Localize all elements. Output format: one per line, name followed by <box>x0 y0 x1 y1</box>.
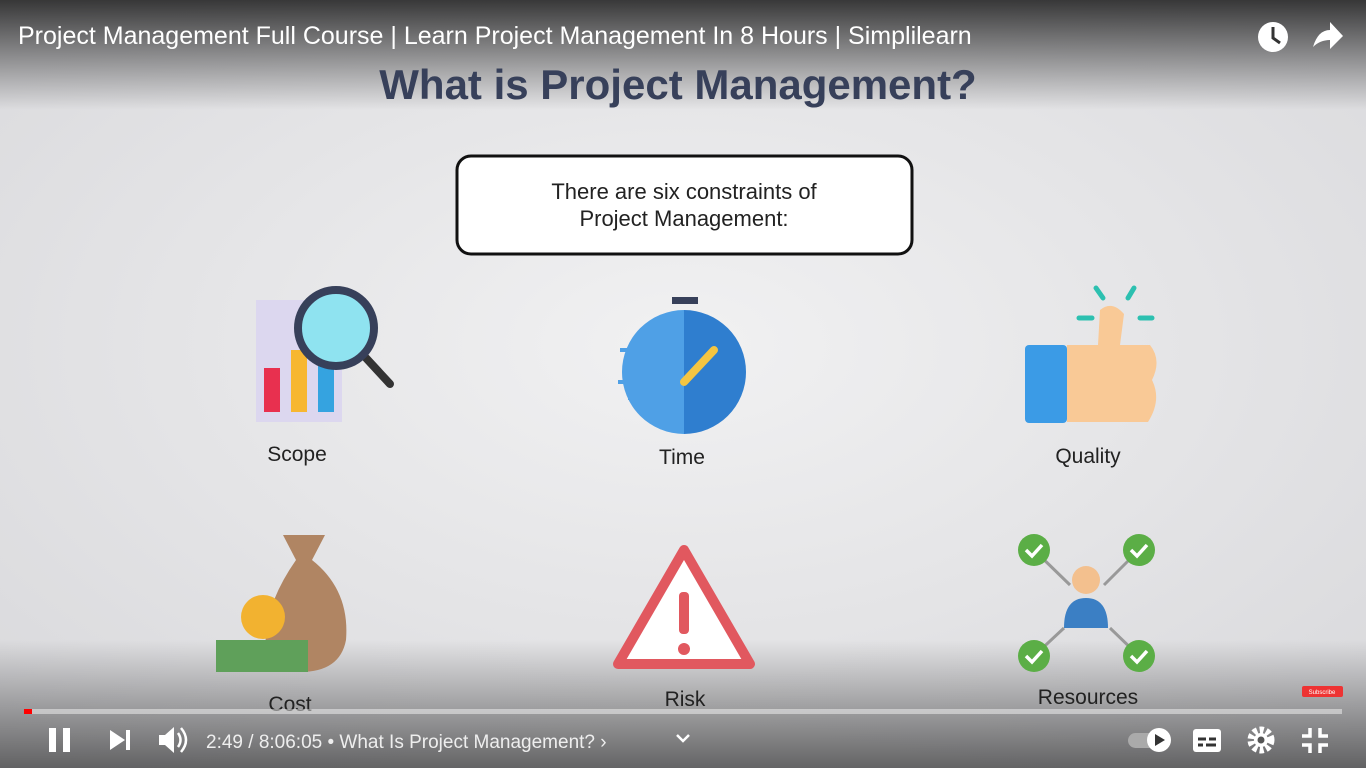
slide-heading: What is Project Management? <box>379 61 976 108</box>
subtitles-button[interactable] <box>1193 729 1221 752</box>
callout-line: There are six constraints of <box>551 179 817 204</box>
callout-line: Project Management: <box>579 206 788 231</box>
time-and-chapter[interactable]: 2:49 / 8:06:05 • What Is Project Managem… <box>206 732 607 753</box>
share-button[interactable] <box>1313 22 1343 49</box>
video-title[interactable]: Project Management Full Course | Learn P… <box>18 22 972 50</box>
exit-fullscreen-button[interactable] <box>1302 728 1328 753</box>
constraint-label: Scope <box>267 443 327 466</box>
risk-icon <box>613 545 755 669</box>
resources-icon <box>1018 534 1155 672</box>
quality-icon <box>1025 285 1157 423</box>
top-shade <box>0 0 1366 110</box>
constraint-label: Quality <box>1055 445 1121 468</box>
progress-played <box>24 709 32 714</box>
volume-button[interactable] <box>159 727 188 753</box>
constraint-label: Risk <box>665 688 706 711</box>
scope-icon <box>256 286 394 422</box>
pause-button[interactable] <box>49 728 70 752</box>
watch-later-button[interactable] <box>1258 22 1288 52</box>
progress-bar[interactable] <box>24 709 1342 714</box>
chapter-expand[interactable] <box>676 734 690 743</box>
watermark-text: Subscribe <box>1309 690 1336 696</box>
time-icon <box>618 297 746 434</box>
constraint-label: Time <box>659 446 705 469</box>
constraint-label: Resources <box>1038 686 1138 709</box>
autoplay-toggle[interactable] <box>1128 728 1171 752</box>
subscribe-watermark[interactable]: Subscribe <box>1302 686 1343 697</box>
callout-box <box>455 154 914 256</box>
next-button[interactable] <box>110 730 130 750</box>
settings-button[interactable] <box>1247 726 1275 754</box>
cost-icon <box>216 535 347 672</box>
constraint-label: Cost <box>268 693 311 716</box>
